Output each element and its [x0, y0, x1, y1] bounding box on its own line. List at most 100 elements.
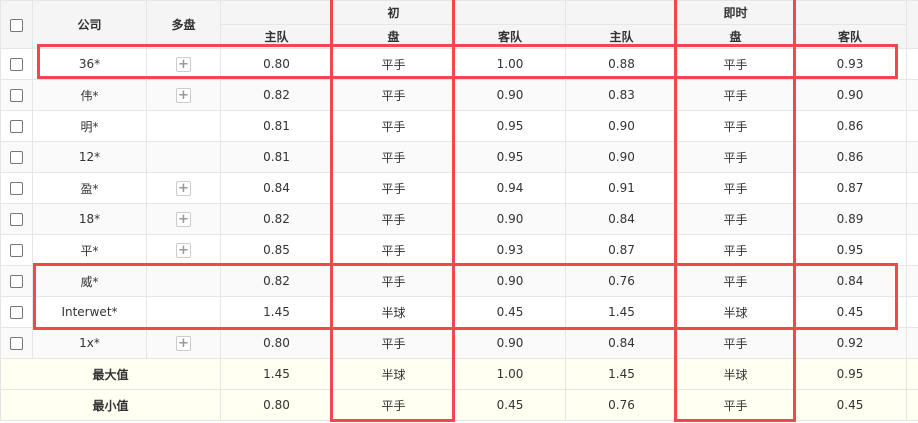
odds-cell-ih: 0.80 — [220, 327, 333, 359]
odds-cell-lp: 平手 — [677, 234, 794, 266]
row-checkbox[interactable] — [10, 244, 23, 257]
row-checkbox[interactable] — [10, 213, 23, 226]
odds-cell-ip: 平手 — [332, 203, 455, 235]
expand-plus-icon[interactable]: + — [176, 335, 191, 351]
col-initial-handicap: 盘 — [332, 24, 455, 49]
odds-cell-lh: 0.83 — [565, 79, 678, 111]
multi-cell — [146, 110, 221, 142]
odds-cell-lp: 半球 — [677, 296, 794, 328]
odds-cell-la: 0.95 — [793, 234, 907, 266]
select-all-cell[interactable] — [0, 0, 33, 49]
odds-cell-la: 0.45 — [793, 296, 907, 328]
odds-cell-ip: 平手 — [332, 48, 455, 80]
odds-cell-lh: 0.84 — [565, 327, 678, 359]
odds-cell-ia: 0.45 — [454, 296, 566, 328]
row-checkbox[interactable] — [10, 120, 23, 133]
table-row: 18* + 0.82 平手 0.90 0.84 平手 0.89 — [0, 203, 918, 235]
company-cell: 18* — [32, 203, 147, 235]
company-cell: 威* — [32, 265, 147, 297]
odds-cell-ia: 0.90 — [454, 265, 566, 297]
odds-cell-ip: 半球 — [332, 296, 455, 328]
company-cell: 平* — [32, 234, 147, 266]
odds-cell-la: 0.92 — [793, 327, 907, 359]
odds-cell-ia: 0.90 — [454, 203, 566, 235]
table-row: 明* 0.81 平手 0.95 0.90 平手 0.86 — [0, 110, 918, 142]
odds-cell-lp: 平手 — [677, 203, 794, 235]
odds-cell-lh: 1.45 — [565, 296, 678, 328]
odds-cell-ih: 0.84 — [220, 172, 333, 204]
row-checkbox[interactable] — [10, 275, 23, 288]
odds-cell-ip: 平手 — [332, 234, 455, 266]
table-row: 盈* + 0.84 平手 0.94 0.91 平手 0.87 — [0, 172, 918, 204]
odds-cell-la: 0.86 — [793, 141, 907, 173]
row-checkbox[interactable] — [10, 89, 23, 102]
odds-cell-ip: 平手 — [332, 265, 455, 297]
company-cell: Interwet* — [32, 296, 147, 328]
multi-cell: + — [146, 234, 221, 266]
odds-cell-lp: 平手 — [677, 79, 794, 111]
odds-cell-la: 0.86 — [793, 110, 907, 142]
summary-cell-ia: 0.45 — [454, 389, 566, 421]
multi-cell: + — [146, 327, 221, 359]
odds-cell-ia: 1.00 — [454, 48, 566, 80]
odds-cell-lp: 平手 — [677, 265, 794, 297]
summary-cell-ih: 1.45 — [220, 358, 333, 390]
odds-cell-ia: 0.93 — [454, 234, 566, 266]
col-live-away: 客队 — [793, 24, 907, 49]
odds-cell-ih: 1.45 — [220, 296, 333, 328]
expand-plus-icon[interactable]: + — [176, 211, 191, 227]
company-cell: 36* — [32, 48, 147, 80]
odds-cell-ia: 0.95 — [454, 141, 566, 173]
col-initial-home: 主队 — [220, 24, 333, 49]
odds-cell-ih: 0.81 — [220, 141, 333, 173]
table-row: 平* + 0.85 平手 0.93 0.87 平手 0.95 — [0, 234, 918, 266]
multi-cell: + — [146, 79, 221, 111]
col-company: 公司 — [32, 0, 147, 49]
odds-cell-lh: 0.90 — [565, 141, 678, 173]
table-row: 1x* + 0.80 平手 0.90 0.84 平手 0.92 — [0, 327, 918, 359]
expand-plus-icon[interactable]: + — [176, 56, 191, 72]
company-cell: 12* — [32, 141, 147, 173]
row-checkbox[interactable] — [10, 58, 23, 71]
odds-cell-lh: 0.84 — [565, 203, 678, 235]
odds-cell-ip: 平手 — [332, 79, 455, 111]
odds-cell-lh: 0.90 — [565, 110, 678, 142]
row-checkbox[interactable] — [10, 151, 23, 164]
multi-cell — [146, 265, 221, 297]
odds-cell-lh: 0.87 — [565, 234, 678, 266]
odds-cell-lp: 平手 — [677, 141, 794, 173]
summary-cell-lh: 0.76 — [565, 389, 678, 421]
odds-cell-lh: 0.76 — [565, 265, 678, 297]
odds-cell-ih: 0.81 — [220, 110, 333, 142]
summary-row: 最大值 1.45 半球 1.00 1.45 半球 0.95 — [0, 358, 918, 390]
summary-row: 最小值 0.80 平手 0.45 0.76 平手 0.45 — [0, 389, 918, 421]
odds-cell-la: 0.90 — [793, 79, 907, 111]
expand-plus-icon[interactable]: + — [176, 87, 191, 103]
odds-cell-la: 0.87 — [793, 172, 907, 204]
col-initial-away: 客队 — [454, 24, 566, 49]
table-row: 36* + 0.80 平手 1.00 0.88 平手 0.93 — [0, 48, 918, 80]
row-checkbox[interactable] — [10, 337, 23, 350]
col-live-home: 主队 — [565, 24, 678, 49]
expand-plus-icon[interactable]: + — [176, 242, 191, 258]
odds-cell-la: 0.84 — [793, 265, 907, 297]
col-initial-group: 初 — [332, 0, 455, 25]
company-cell: 伟* — [32, 79, 147, 111]
odds-cell-lh: 0.88 — [565, 48, 678, 80]
odds-cell-ip: 平手 — [332, 327, 455, 359]
summary-cell-ip: 半球 — [332, 358, 455, 390]
multi-cell — [146, 296, 221, 328]
select-all-checkbox[interactable] — [10, 18, 23, 32]
row-checkbox[interactable] — [10, 306, 23, 319]
expand-plus-icon[interactable]: + — [176, 180, 191, 196]
odds-cell-ia: 0.90 — [454, 327, 566, 359]
odds-cell-ih: 0.80 — [220, 48, 333, 80]
col-live-group: 即时 — [677, 0, 794, 25]
row-checkbox[interactable] — [10, 182, 23, 195]
odds-cell-ia: 0.95 — [454, 110, 566, 142]
odds-cell-ia: 0.90 — [454, 79, 566, 111]
odds-cell-ip: 平手 — [332, 141, 455, 173]
odds-cell-la: 0.89 — [793, 203, 907, 235]
odds-cell-ih: 0.82 — [220, 265, 333, 297]
